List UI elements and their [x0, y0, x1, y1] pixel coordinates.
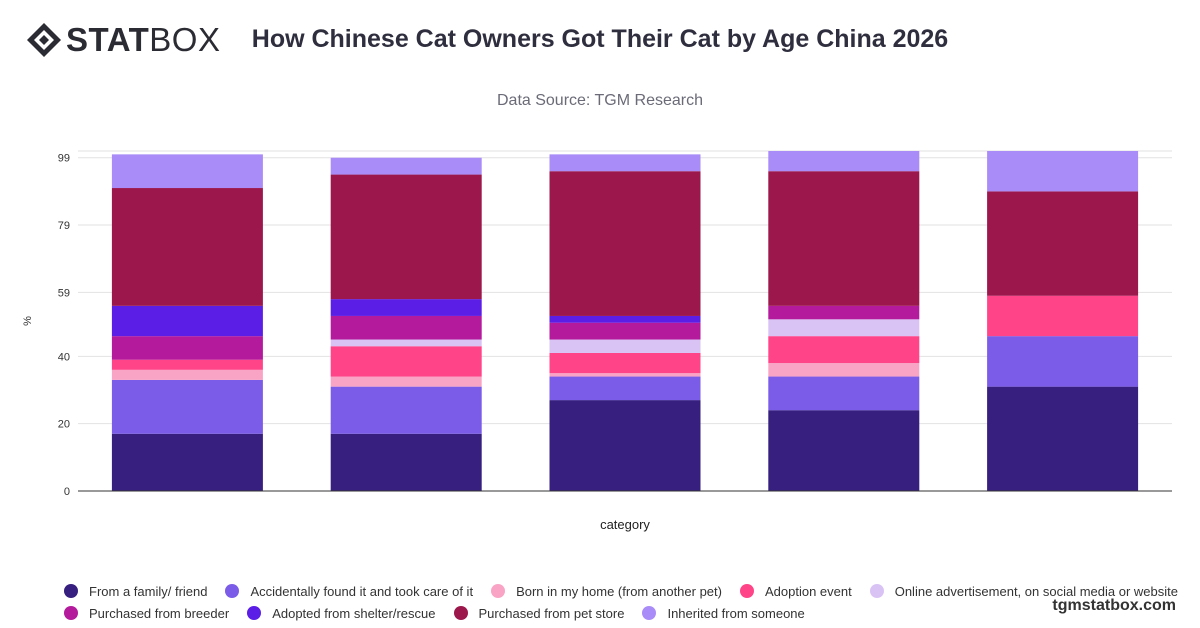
bar-segment[interactable] [987, 386, 1139, 491]
bar-segment[interactable] [549, 322, 701, 340]
bar-segment[interactable] [111, 379, 263, 434]
legend-swatch [247, 606, 262, 620]
legend-item[interactable]: Inherited from someone [642, 605, 805, 621]
bar-segment[interactable] [768, 363, 920, 377]
legend-swatch [739, 584, 754, 598]
chart-title: How Chinese Cat Owners Got Their Cat by … [251, 25, 949, 53]
bars [111, 151, 1139, 491]
bar-segment[interactable] [549, 315, 701, 323]
legend-label: Adoption event [764, 583, 852, 599]
bar-segment[interactable] [330, 174, 482, 300]
bar-segment[interactable] [549, 339, 701, 353]
stacked-bar-chart: 0 20 40 59 79 99 % category [22, 150, 1172, 532]
bar-segment[interactable] [549, 400, 701, 491]
bar-segment[interactable] [549, 373, 701, 377]
y-tick-label: 0 [64, 486, 70, 498]
legend-label: Born in my home (from another pet) [516, 583, 722, 599]
legend-item[interactable]: Purchased from breeder [64, 606, 229, 621]
diamond-logo-icon [27, 23, 61, 57]
bar-segment[interactable] [330, 376, 482, 387]
legend-label: Purchased from pet store [478, 605, 625, 621]
bar-segment[interactable] [111, 433, 263, 491]
statbox-logo: STATBOX [26, 22, 220, 58]
legend-label: Purchased from breeder [89, 605, 230, 621]
bar-segment[interactable] [330, 157, 482, 175]
y-tick-label: 79 [58, 220, 70, 232]
legend-label: Inherited from someone [667, 605, 805, 621]
bar-segment[interactable] [111, 305, 263, 337]
legend-item[interactable]: Born in my home (from another pet) [491, 584, 722, 599]
legend-label: Online advertisement, on social media or… [894, 583, 1178, 599]
y-axis-label: % [22, 316, 34, 326]
logo-wordmark: STATBOX [66, 21, 221, 58]
legend-item[interactable]: From a family/ friend [64, 584, 207, 599]
legend-item[interactable]: Adopted from shelter/rescue [247, 605, 436, 621]
legend-label: From a family/ friend [89, 583, 208, 599]
legend-swatch [642, 606, 657, 620]
bar-segment[interactable] [111, 188, 263, 306]
bar-segment[interactable] [330, 433, 482, 491]
legend-item[interactable]: Adoption event [739, 583, 852, 599]
bar-segment[interactable] [987, 336, 1139, 387]
legend-swatch [225, 584, 240, 598]
bar-segment[interactable] [330, 299, 482, 316]
legend-swatch [64, 606, 78, 620]
bar-segment[interactable] [111, 336, 263, 360]
bar-segment[interactable] [768, 376, 920, 411]
bar-segment[interactable] [330, 339, 482, 347]
bar-segment[interactable] [768, 171, 920, 306]
legend-row: Purchased from breeder Adopted from shelt… [64, 602, 1164, 624]
chart-subtitle: Data Source: TGM Research [496, 92, 703, 109]
bar-segment[interactable] [768, 319, 920, 337]
legend-item[interactable]: Online advertisement, on social media or… [869, 583, 1178, 599]
bar-segment[interactable] [987, 151, 1139, 192]
legend-item[interactable]: Accidentally found it and took care of i… [225, 584, 473, 599]
bar-segment[interactable] [768, 410, 920, 491]
bar-segment[interactable] [111, 359, 263, 370]
bar-segment[interactable] [111, 369, 263, 380]
y-tick-label: 99 [58, 153, 70, 165]
bar-segment[interactable] [330, 346, 482, 377]
y-axis-ticks: 0 20 40 59 79 99 [58, 153, 70, 498]
bar-segment[interactable] [549, 154, 701, 172]
y-tick-label: 20 [58, 419, 70, 431]
legend-swatch [64, 584, 78, 598]
watermark: tgmstatbox.com [1052, 597, 1176, 614]
bar-segment[interactable] [987, 295, 1139, 337]
legend: From a family/ friend Accidentally found … [64, 580, 1178, 624]
legend-swatch [491, 584, 506, 598]
bar-segment[interactable] [330, 315, 482, 340]
y-tick-label: 40 [58, 351, 70, 363]
bar-segment[interactable] [768, 305, 920, 320]
legend-swatch [869, 584, 884, 598]
legend-label: Adopted from shelter/rescue [272, 605, 436, 621]
bar-segment[interactable] [111, 154, 263, 189]
x-axis-label: category [600, 517, 650, 532]
legend-label: Accidentally found it and took care of i… [250, 583, 474, 599]
bar-segment[interactable] [549, 352, 701, 374]
bar-segment[interactable] [987, 191, 1139, 296]
y-tick-label: 59 [58, 287, 70, 299]
bar-segment[interactable] [768, 151, 920, 172]
legend-item[interactable]: Purchased from pet store [453, 605, 625, 621]
legend-row: From a family/ friend Accidentally found … [64, 580, 1178, 602]
legend-swatch [453, 606, 468, 620]
bar-segment[interactable] [549, 376, 701, 401]
bar-segment[interactable] [549, 171, 701, 316]
bar-segment[interactable] [768, 336, 920, 364]
bar-segment[interactable] [330, 386, 482, 434]
